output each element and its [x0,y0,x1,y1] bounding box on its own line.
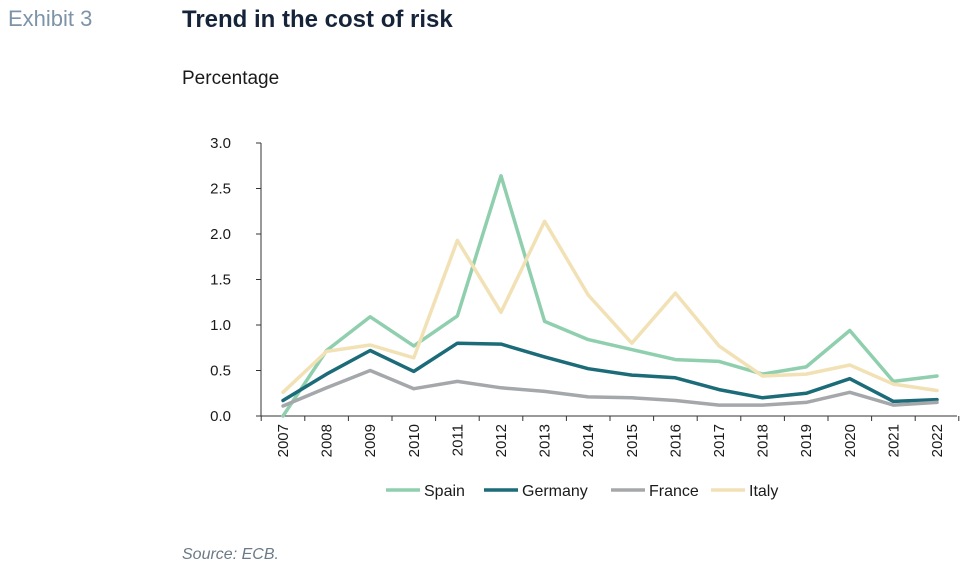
x-tick-label: 2018 [755,424,772,457]
x-tick-label: 2009 [362,424,379,457]
y-tick-label: 0.5 [210,363,231,380]
x-tick-label: 2007 [275,424,292,457]
legend-label-italy: Italy [749,483,778,500]
series-lines [281,174,939,418]
series-line-germany [281,341,939,404]
x-tick-label: 2019 [798,424,815,457]
exhibit-label: Exhibit 3 [8,6,93,31]
y-tick-label: 2.5 [210,181,231,198]
x-tick-label: 2008 [319,424,336,457]
chart-title: Trend in the cost of risk [182,6,453,33]
axes: 0.0 0.5 1.0 1.5 2.0 2.5 3.0 2007 2008 2009 2010 201… [210,135,960,457]
x-tick-label: 2014 [580,424,597,457]
y-tick-label: 3.0 [210,135,231,152]
series-line-france [281,368,939,408]
y-tick-label: 1.5 [210,272,231,289]
x-tick-label: 2022 [929,424,946,457]
x-tick-label: 2020 [842,424,859,457]
legend-label-france: France [649,483,699,500]
x-tick-label: 2011 [449,424,466,456]
x-tick-label: 2021 [885,424,902,457]
chart-subtitle: Percentage [182,68,280,89]
x-tick-label: 2015 [624,424,641,457]
y-tick-label: 0.0 [210,408,231,425]
x-tick-label: 2010 [406,424,423,457]
line-chart: 0.0 0.5 1.0 1.5 2.0 2.5 3.0 2007 2008 2009 2010 201… [210,135,960,500]
y-tick-label: 1.0 [210,317,231,334]
series-line-italy [281,219,939,395]
legend: Spain Germany France Italy [386,483,778,500]
legend-label-spain: Spain [424,483,465,500]
legend-label-germany: Germany [522,483,588,500]
source-note: Source: ECB. [182,546,279,563]
x-tick-label: 2012 [493,424,510,457]
x-tick-label: 2017 [711,424,728,457]
x-tick-label: 2016 [667,424,684,457]
y-tick-label: 2.0 [210,226,231,243]
x-tick-label: 2013 [537,424,554,457]
series-line-spain [281,174,939,418]
